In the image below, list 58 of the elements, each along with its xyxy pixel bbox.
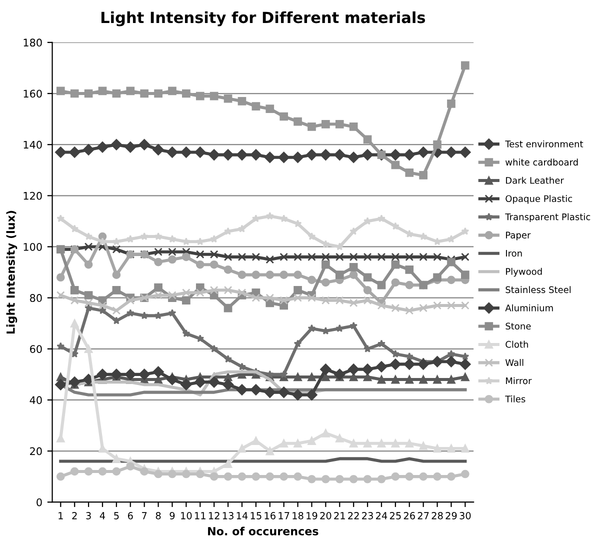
x-tick-label: 2 xyxy=(72,512,77,520)
chart-title: Light Intensity for Different materials xyxy=(101,11,426,26)
legend-label: Stone xyxy=(506,322,531,330)
y-tick-label: 20 xyxy=(30,447,42,456)
legend-label: Opaque Plastic xyxy=(506,195,572,204)
x-tick-label: 12 xyxy=(208,512,220,520)
legend-label: Cloth xyxy=(506,340,528,348)
legend-label: Dark Leather xyxy=(506,176,564,184)
y-axis-title: Light Intensity (lux) xyxy=(6,210,18,334)
x-tick-label: 19 xyxy=(306,512,318,520)
x-tick-label: 3 xyxy=(86,512,91,520)
x-tick-label: 13 xyxy=(222,512,234,520)
y-tick-label: 120 xyxy=(24,192,42,200)
x-tick-label: 23 xyxy=(362,512,373,520)
x-tick-label: 18 xyxy=(292,512,304,520)
x-tick-label: 29 xyxy=(446,512,457,520)
y-tick-label: 160 xyxy=(24,90,42,98)
y-tick-label: 180 xyxy=(24,38,42,47)
y-tick-label: 40 xyxy=(30,396,42,404)
x-tick-label: 9 xyxy=(170,512,175,520)
legend-label: Wall xyxy=(505,358,524,366)
y-tick-label: 80 xyxy=(30,294,42,302)
x-tick-label: 20 xyxy=(320,512,332,520)
x-tick-label: 11 xyxy=(195,512,206,520)
y-tick-label: 100 xyxy=(24,242,42,251)
legend-label: Plywood xyxy=(506,268,542,277)
y-tick-label: 60 xyxy=(30,345,42,353)
x-tick-label: 26 xyxy=(404,512,415,520)
legend-label: Mirror xyxy=(506,377,532,384)
x-axis-title: No. of occurences xyxy=(208,526,318,536)
x-tick-label: 6 xyxy=(128,512,133,520)
x-tick-label: 30 xyxy=(460,512,471,520)
legend-label: Test environment xyxy=(505,140,584,148)
legend-label: Transparent Plastic xyxy=(505,213,590,222)
x-tick-label: 28 xyxy=(432,512,443,520)
x-tick-label: 16 xyxy=(264,512,276,520)
x-tick-label: 25 xyxy=(390,512,401,520)
x-tick-label: 24 xyxy=(376,512,388,520)
legend-label: Tiles xyxy=(505,395,526,402)
x-tick-label: 21 xyxy=(334,512,345,520)
x-tick-label: 17 xyxy=(278,512,290,520)
legend-label: Paper xyxy=(506,232,531,240)
x-tick-label: 4 xyxy=(100,512,106,520)
y-tick-label: 140 xyxy=(24,140,42,149)
legend-label: Stainless Steel xyxy=(506,286,571,294)
x-tick-label: 14 xyxy=(236,512,248,520)
x-tick-label: 7 xyxy=(142,512,147,520)
x-tick-label: 15 xyxy=(250,512,262,520)
x-tick-label: 1 xyxy=(58,512,63,520)
x-tick-label: 8 xyxy=(156,512,161,520)
legend-label: white cardboard xyxy=(506,158,578,166)
x-tick-label: 22 xyxy=(348,512,359,520)
x-tick-label: 27 xyxy=(418,512,429,520)
x-tick-label: 5 xyxy=(114,512,119,520)
x-tick-label: 10 xyxy=(181,512,192,520)
legend-label: Aluminium xyxy=(505,304,553,312)
y-tick-label: 0 xyxy=(36,498,42,506)
legend-label: Iron xyxy=(506,250,522,257)
